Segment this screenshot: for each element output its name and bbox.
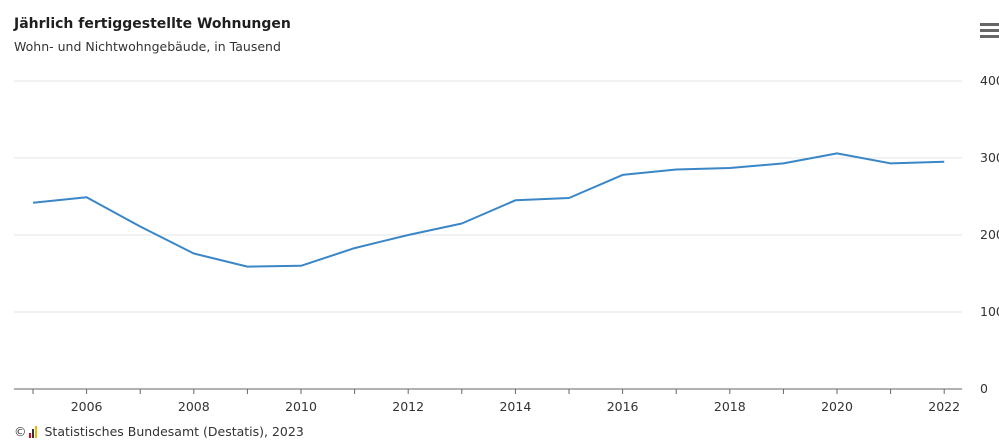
x-tick-label-2006: 2006: [71, 399, 103, 414]
data-point-2008: [191, 251, 196, 256]
data-point-2021: [888, 161, 893, 166]
data-point-2007: [138, 224, 143, 229]
data-point-2011: [352, 246, 357, 251]
data-point-2019: [781, 161, 786, 166]
source-footer: © Statistisches Bundesamt (Destatis), 20…: [14, 424, 304, 439]
data-point-2009: [245, 264, 250, 269]
x-tick-label-2022: 2022: [928, 399, 960, 414]
data-point-2014: [513, 198, 518, 203]
x-tick-label-2008: 2008: [178, 399, 210, 414]
line-chart: 0 100 200 300 400 2006 2008 2010 2012 2014 2016 201…: [14, 73, 999, 414]
source-text[interactable]: Statistisches Bundesamt (Destatis), 2023: [44, 424, 304, 439]
data-point-2015: [567, 196, 572, 201]
y-tick-label-400: 400: [980, 73, 999, 88]
data-point-2012: [406, 233, 411, 238]
data-point-2013: [459, 221, 464, 226]
destatis-logo-icon: [28, 425, 40, 438]
y-tick-label-0: 0: [980, 381, 988, 396]
x-tick-label-2014: 2014: [499, 399, 531, 414]
chart-title: Jährlich fertiggestellte Wohnungen: [14, 16, 291, 32]
data-point-2016: [620, 172, 625, 177]
data-point-2018: [727, 166, 732, 171]
x-tick-label-2010: 2010: [285, 399, 317, 414]
chart-subtitle: Wohn- und Nichtwohngebäude, in Tausend: [14, 39, 281, 54]
data-point-2010: [299, 263, 304, 268]
series-line-0: [32, 152, 945, 268]
x-tick-label-2016: 2016: [607, 399, 639, 414]
hamburger-menu-icon[interactable]: [980, 23, 999, 39]
data-point-2006: [84, 195, 89, 200]
y-tick-label-200: 200: [980, 227, 999, 242]
copyright-symbol: ©: [14, 424, 27, 439]
data-point-2020: [835, 151, 840, 156]
data-point-2017: [674, 167, 679, 172]
x-tick-label-2012: 2012: [392, 399, 424, 414]
y-tick-label-100: 100: [980, 304, 999, 319]
data-point-2022: [942, 159, 947, 164]
x-tick-label-2018: 2018: [714, 399, 746, 414]
y-tick-label-300: 300: [980, 150, 999, 165]
x-tick-label-2020: 2020: [821, 399, 853, 414]
data-point-2005: [31, 200, 36, 205]
